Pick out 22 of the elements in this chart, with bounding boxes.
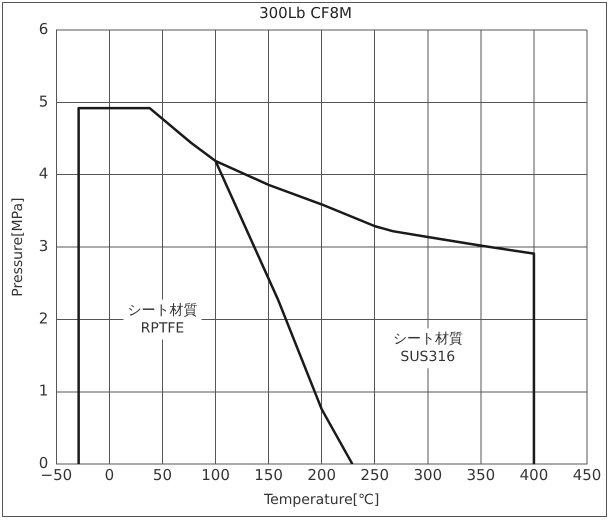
x-tick-label: 450 bbox=[572, 466, 602, 484]
x-tick-label: 150 bbox=[254, 466, 283, 484]
x-tick-label: 250 bbox=[360, 466, 390, 484]
x-tick-label: 50 bbox=[152, 466, 172, 484]
x-tick-label: 300 bbox=[413, 466, 442, 484]
y-tick-label: 5 bbox=[38, 92, 48, 110]
y-tick-label: 4 bbox=[38, 164, 48, 183]
annotation: シート材質 RPTFE bbox=[127, 302, 198, 336]
x-axis-title: Temperature[℃] bbox=[263, 492, 380, 508]
x-tick-label: 100 bbox=[201, 466, 230, 484]
y-tick-label: 6 bbox=[38, 20, 48, 38]
chart-title: 300Lb CF8M bbox=[259, 4, 352, 22]
x-tick-label: 350 bbox=[466, 466, 496, 484]
x-tick-label: 0 bbox=[104, 466, 114, 484]
y-tick-label: 0 bbox=[38, 454, 48, 472]
y-tick-label: 3 bbox=[38, 236, 48, 255]
y-tick-label: 2 bbox=[38, 309, 48, 328]
annotation: シート材質 SUS316 bbox=[392, 330, 463, 365]
y-axis-title: Pressure[MPa] bbox=[10, 198, 26, 297]
x-tick-label: 400 bbox=[520, 466, 548, 484]
x-tick-label: 200 bbox=[307, 466, 336, 484]
y-tick-label: 1 bbox=[38, 382, 48, 400]
